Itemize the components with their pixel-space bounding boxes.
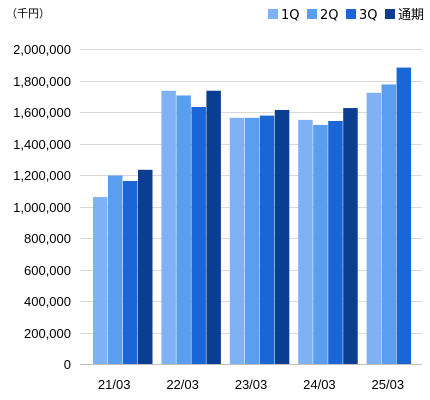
x-tick-label: 25/03	[372, 377, 405, 392]
legend-item-2Q: 2Q	[307, 8, 339, 23]
bar-21-03-2Q	[108, 175, 123, 364]
bar-25-03-1Q	[366, 92, 382, 364]
y-tick-label: 0	[64, 357, 71, 372]
y-tick-label: 800,000	[24, 231, 71, 246]
y-axis-tick-labels: 0 200,000 400,000 600,000 800,000 1,000,000 1,…	[13, 42, 71, 372]
y-tick-label: 600,000	[24, 263, 71, 278]
x-tick-label: 21/03	[98, 377, 131, 392]
bar-21-03-1Q	[93, 197, 108, 364]
x-tick-label: 23/03	[235, 377, 268, 392]
legend-swatch	[268, 9, 278, 19]
bars	[93, 67, 412, 365]
y-tick-label: 2,000,000	[13, 42, 71, 57]
bar-25-03-2Q	[381, 84, 397, 364]
bar-24-03-3Q	[328, 120, 343, 364]
x-tick-label: 24/03	[303, 377, 336, 392]
bar-25-03-3Q	[396, 67, 412, 365]
legend-label: 2Q	[320, 8, 339, 23]
y-tick-label: 1,200,000	[13, 168, 71, 183]
y-tick-label: 1,800,000	[13, 74, 71, 89]
bar-23-03-3Q	[259, 115, 275, 364]
bar-22-03-1Q	[161, 90, 176, 365]
bar-21-03-3Q	[123, 180, 138, 364]
bar-24-03-1Q	[298, 119, 313, 364]
legend-label: 通期	[398, 8, 424, 23]
y-tick-label: 1,600,000	[13, 105, 71, 120]
unit-label: （千円）	[6, 7, 50, 20]
bar-23-03-2Q	[244, 117, 260, 364]
legend-item-通期: 通期	[385, 8, 424, 23]
legend: 1Q 2Q 3Q 通期	[268, 8, 424, 23]
bar-21-03-通期	[138, 169, 153, 364]
y-tick-label: 400,000	[24, 294, 71, 309]
legend-swatch	[346, 9, 356, 19]
bar-24-03-2Q	[313, 124, 328, 364]
y-tick-label: 1,400,000	[13, 137, 71, 152]
legend-item-3Q: 3Q	[346, 8, 378, 23]
bar-22-03-2Q	[176, 95, 191, 365]
x-axis-tick-labels: 21/03 22/03 23/03 24/03 25/03	[98, 377, 404, 392]
legend-item-1Q: 1Q	[268, 8, 300, 23]
legend-swatch	[307, 9, 317, 19]
x-tick-label: 22/03	[166, 377, 199, 392]
legend-label: 1Q	[281, 8, 300, 23]
bar-23-03-1Q	[229, 117, 245, 364]
legend-swatch	[385, 9, 395, 19]
y-tick-label: 1,000,000	[13, 200, 71, 215]
bar-22-03-通期	[206, 90, 221, 365]
bar-24-03-通期	[343, 108, 358, 364]
bar-22-03-3Q	[191, 106, 206, 365]
bar-23-03-通期	[274, 109, 290, 364]
y-tick-label: 200,000	[24, 326, 71, 341]
legend-label: 3Q	[359, 8, 378, 23]
